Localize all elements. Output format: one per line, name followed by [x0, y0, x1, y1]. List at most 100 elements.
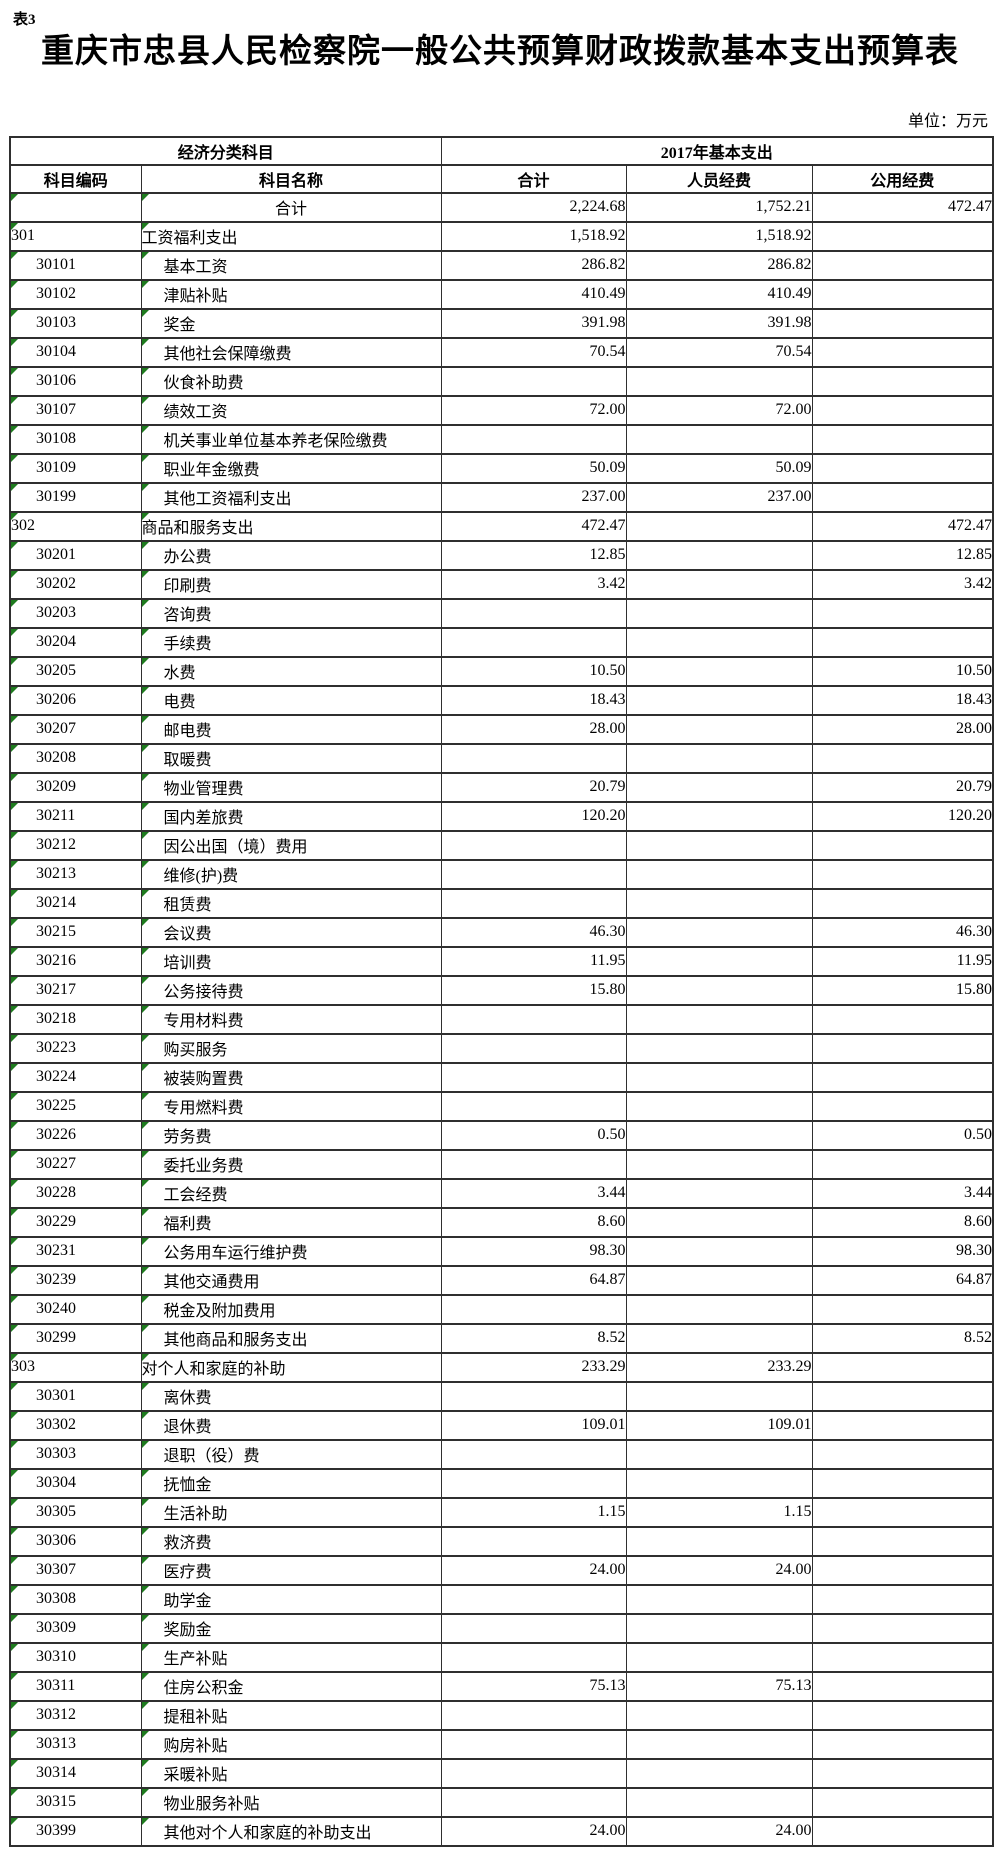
cell-subject-name-text: 其他社会保障缴费	[163, 346, 292, 364]
cell-personnel-funds-amount	[625, 597, 813, 629]
cell-corner-marker-icon	[142, 1470, 149, 1477]
cell-corner-marker-icon	[11, 1064, 18, 1071]
cell-corner-marker-icon	[142, 1006, 149, 1013]
cell-subject-name: 专用材料费	[140, 1003, 442, 1035]
table-row: 30214 租赁费	[9, 887, 994, 919]
cell-corner-marker-icon	[142, 600, 149, 607]
table-row: 30216 培训费 11.95 11.95	[9, 945, 994, 977]
cell-public-funds-amount	[811, 1554, 994, 1586]
cell-subject-code: 30304	[9, 1467, 142, 1499]
cell-subject-name: 物业管理费	[140, 771, 442, 803]
cell-subject-name-text: 机关事业单位基本养老保险缴费	[163, 433, 388, 451]
table-row: 30303 退职（役）费	[9, 1438, 994, 1470]
cell-subject-name: 采暖补贴	[140, 1757, 442, 1789]
cell-total-amount	[440, 1380, 627, 1412]
cell-personnel-funds-amount	[625, 1293, 813, 1325]
cell-subject-code: 30104	[9, 336, 142, 368]
cell-subject-name-text: 印刷费	[163, 578, 212, 596]
cell-subject-code: 30103	[9, 307, 142, 339]
cell-subject-name-text: 工会经费	[163, 1187, 228, 1205]
table-row: 30207 邮电费 28.00 28.00	[9, 713, 994, 745]
cell-public-funds-amount	[811, 1815, 994, 1847]
cell-corner-marker-icon	[11, 1470, 18, 1477]
cell-subject-code-text: 30231	[36, 1242, 76, 1260]
cell-subject-code-text: 30203	[36, 604, 76, 622]
cell-subject-code: 30201	[9, 539, 142, 571]
cell-public-funds-amount: 8.52	[811, 1322, 994, 1354]
cell-subject-code-text: 30299	[36, 1329, 76, 1347]
cell-subject-name-text: 取暖费	[163, 752, 212, 770]
cell-personnel-funds-amount	[625, 655, 813, 687]
cell-subject-name: 其他商品和服务支出	[140, 1322, 442, 1354]
cell-personnel-funds-amount	[625, 423, 813, 455]
cell-subject-name-text: 购买服务	[163, 1042, 228, 1060]
table-row: 302 商品和服务支出 472.47 472.47	[9, 510, 994, 542]
cell-subject-code-text: 30310	[36, 1648, 76, 1666]
cell-corner-marker-icon	[142, 1760, 149, 1767]
cell-corner-marker-icon	[142, 455, 149, 462]
cell-personnel-funds-amount	[625, 1583, 813, 1615]
cell-total-amount	[440, 1641, 627, 1673]
cell-subject-name-text: 住房公积金	[163, 1680, 244, 1698]
cell-subject-name: 劳务费	[140, 1119, 442, 1151]
cell-subject-code: 30203	[9, 597, 142, 629]
cell-subject-code: 30216	[9, 945, 142, 977]
cell-corner-marker-icon	[11, 1789, 18, 1796]
cell-total-amount: 233.29	[440, 1351, 627, 1383]
cell-public-funds-amount	[811, 249, 994, 281]
cell-public-funds-amount: 10.50	[811, 655, 994, 687]
table-row: 30223 购买服务	[9, 1032, 994, 1064]
cell-subject-code: 30229	[9, 1206, 142, 1238]
cell-corner-marker-icon	[142, 223, 149, 230]
cell-subject-code: 30212	[9, 829, 142, 861]
cell-subject-name: 福利费	[140, 1206, 442, 1238]
cell-corner-marker-icon	[142, 571, 149, 578]
cell-corner-marker-icon	[11, 1818, 18, 1825]
table-row: 30209 物业管理费 20.79 20.79	[9, 771, 994, 803]
cell-subject-name-text: 合计	[275, 201, 308, 219]
table-row: 30310 生产补贴	[9, 1641, 994, 1673]
cell-total-amount: 64.87	[440, 1264, 627, 1296]
cell-personnel-funds-amount	[625, 1467, 813, 1499]
cell-subject-name: 专用燃料费	[140, 1090, 442, 1122]
budget-table: 经济分类科目 2017年基本支出 科目编码 科目名称 合计 人员经费 公用经费 …	[9, 135, 995, 1847]
cell-corner-marker-icon	[142, 1209, 149, 1216]
cell-total-amount: 3.44	[440, 1177, 627, 1209]
table-row: 30104 其他社会保障缴费 70.54 70.54	[9, 336, 994, 368]
cell-total-amount: 1,518.92	[440, 220, 627, 252]
cell-subject-name: 其他社会保障缴费	[140, 336, 442, 368]
cell-subject-name: 商品和服务支出	[140, 510, 442, 542]
cell-subject-name-text: 物业管理费	[163, 781, 244, 799]
cell-subject-name-text: 职业年金缴费	[163, 462, 260, 480]
cell-subject-name: 生活补助	[140, 1496, 442, 1528]
cell-total-amount	[440, 887, 627, 919]
cell-subject-name-text: 邮电费	[163, 723, 212, 741]
cell-subject-name-text: 医疗费	[163, 1564, 212, 1582]
cell-corner-marker-icon	[142, 1818, 149, 1825]
header-group-row: 经济分类科目 2017年基本支出	[9, 135, 994, 166]
cell-subject-code-text: 30239	[36, 1271, 76, 1289]
cell-subject-code-text: 302	[11, 517, 35, 535]
cell-corner-marker-icon	[11, 1412, 18, 1419]
cell-subject-code: 30215	[9, 916, 142, 948]
cell-subject-name-text: 绩效工资	[163, 404, 228, 422]
cell-subject-code: 30306	[9, 1525, 142, 1557]
cell-subject-name-text: 生活补助	[163, 1506, 228, 1524]
cell-corner-marker-icon	[11, 1499, 18, 1506]
cell-subject-code: 30102	[9, 278, 142, 310]
table-row: 30107 绩效工资 72.00 72.00	[9, 394, 994, 426]
cell-public-funds-amount	[811, 1641, 994, 1673]
cell-total-amount: 410.49	[440, 278, 627, 310]
table-row: 30229 福利费 8.60 8.60	[9, 1206, 994, 1238]
cell-total-amount: 8.60	[440, 1206, 627, 1238]
cell-corner-marker-icon	[142, 629, 149, 636]
cell-total-amount: 0.50	[440, 1119, 627, 1151]
table-row: 30240 税金及附加费用	[9, 1293, 994, 1325]
cell-total-amount: 109.01	[440, 1409, 627, 1441]
cell-total-amount	[440, 742, 627, 774]
cell-personnel-funds-amount	[625, 1641, 813, 1673]
cell-personnel-funds-amount	[625, 1612, 813, 1644]
cell-corner-marker-icon	[142, 716, 149, 723]
cell-corner-marker-icon	[142, 1325, 149, 1332]
table-row: 30103 奖金 391.98 391.98	[9, 307, 994, 339]
